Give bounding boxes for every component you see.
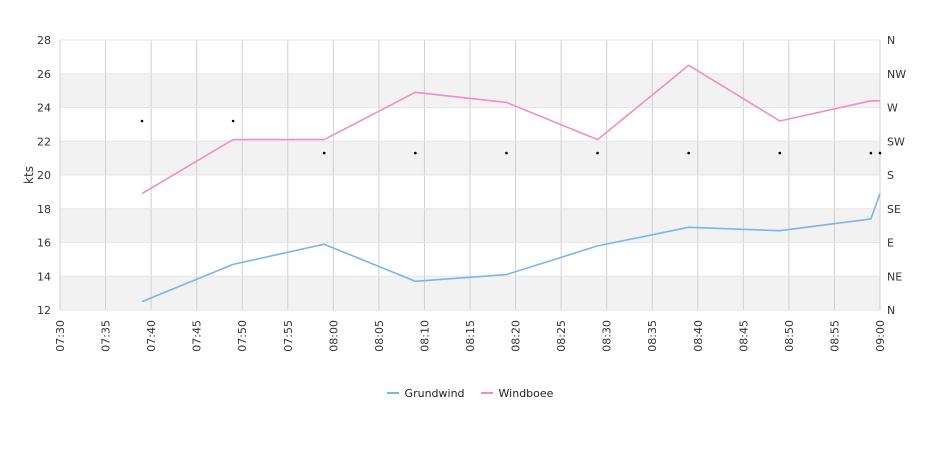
- direction-marker: [596, 151, 599, 155]
- x-tick-label: 09:00: [874, 320, 887, 352]
- y-axis-right-ticks: N NE E SE S SW W NW N: [887, 34, 906, 317]
- x-axis-ticks: 07:30 07:35 07:40 07:45 07:50 07:55 08:00 08:05…: [54, 320, 887, 352]
- x-tick-label: 08:20: [510, 320, 523, 352]
- series-line-grundwind: [141, 193, 881, 303]
- x-tick-label: 08:30: [601, 320, 614, 352]
- y-tick-label: 12: [37, 304, 51, 317]
- y-right-tick-label: SE: [887, 203, 901, 216]
- legend-swatch-grundwind: [386, 392, 399, 394]
- direction-marker: [414, 151, 417, 155]
- x-tick-label: 08:10: [418, 320, 431, 352]
- x-tick-label: 08:45: [737, 320, 750, 352]
- direction-marker: [231, 119, 235, 123]
- x-tick-label: 07:55: [282, 320, 295, 352]
- x-tick-label: 08:00: [327, 320, 340, 352]
- direction-marker: [322, 151, 326, 155]
- direction-marker: [778, 151, 782, 155]
- direction-marker: [140, 119, 144, 123]
- y-right-tick-label: N: [887, 34, 895, 47]
- legend-item-windboee[interactable]: Windboee: [480, 384, 554, 402]
- series-lines: [141, 64, 881, 303]
- y-axis-left-ticks: 12 14 16 18 20 22 24 26 28: [37, 34, 51, 317]
- y-axis-label: kts: [22, 166, 36, 184]
- direction-marker: [878, 151, 882, 155]
- x-tick-label: 08:40: [692, 320, 705, 352]
- x-tick-label: 08:25: [555, 320, 568, 352]
- x-tick-label: 08:15: [464, 320, 477, 352]
- y-right-tick-label: E: [887, 237, 894, 250]
- x-tick-label: 08:05: [373, 320, 386, 352]
- legend-label-windboee: Windboee: [498, 386, 554, 400]
- y-right-tick-label: N: [887, 304, 895, 317]
- legend-label-grundwind: Grundwind: [404, 386, 465, 400]
- x-tick-label: 07:45: [191, 320, 204, 352]
- y-right-tick-label: NE: [887, 270, 902, 283]
- y-tick-label: 16: [37, 237, 51, 250]
- y-tick-label: 20: [37, 169, 51, 182]
- y-tick-label: 24: [37, 102, 51, 115]
- y-tick-label: 14: [37, 270, 51, 283]
- x-tick-label: 07:40: [145, 320, 158, 352]
- x-tick-label: 07:35: [100, 320, 113, 352]
- x-tick-label: 08:55: [828, 320, 841, 352]
- series-line-windboee: [141, 64, 880, 195]
- legend-item-grundwind[interactable]: Grundwind: [386, 384, 465, 402]
- x-tick-label: 08:35: [646, 320, 659, 352]
- direction-marker: [505, 151, 508, 155]
- y-tick-label: 28: [37, 34, 51, 47]
- x-tick-label: 07:50: [236, 320, 249, 352]
- y-right-tick-label: S: [887, 169, 894, 182]
- y-tick-label: 22: [37, 135, 51, 148]
- direction-markers: [140, 119, 882, 155]
- direction-marker: [869, 151, 873, 155]
- x-tick-label: 08:50: [783, 320, 796, 352]
- legend-swatch-windboee: [480, 392, 493, 394]
- legend: Grundwind Windboee: [0, 384, 940, 402]
- y-tick-label: 26: [37, 68, 51, 81]
- y-right-tick-label: W: [887, 102, 898, 115]
- y-right-tick-label: SW: [887, 135, 905, 148]
- horizontal-gridlines: [60, 39, 880, 311]
- y-tick-label: 18: [37, 203, 51, 216]
- direction-marker: [687, 151, 690, 155]
- x-tick-label: 07:30: [54, 320, 67, 352]
- y-right-tick-label: NW: [887, 68, 906, 81]
